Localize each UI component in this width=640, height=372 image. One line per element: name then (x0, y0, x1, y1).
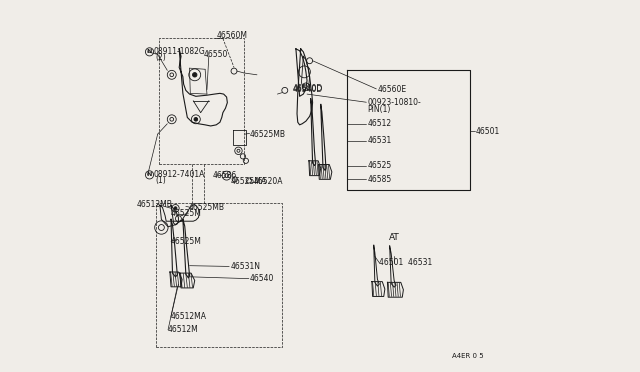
Text: 46525MA: 46525MA (230, 177, 266, 186)
Text: 46540: 46540 (250, 274, 274, 283)
Text: N: N (147, 172, 152, 177)
Text: 46520A: 46520A (254, 177, 284, 186)
Text: 46531N: 46531N (230, 262, 260, 271)
Text: 08912-7401A: 08912-7401A (153, 170, 205, 179)
Text: 46525M: 46525M (171, 209, 202, 218)
Text: 46585: 46585 (367, 175, 392, 184)
Text: 08911-1082G: 08911-1082G (153, 47, 205, 56)
Text: 00923-10810-: 00923-10810- (367, 98, 421, 107)
Text: A4ER 0 5: A4ER 0 5 (452, 353, 483, 359)
Text: 46525: 46525 (367, 161, 392, 170)
Text: (1): (1) (155, 176, 166, 185)
Text: AT: AT (388, 232, 399, 242)
Circle shape (193, 73, 197, 77)
Text: 46501: 46501 (476, 126, 500, 136)
Text: 46531: 46531 (367, 136, 392, 145)
Text: PIN(1): PIN(1) (367, 105, 391, 114)
Text: 46540D: 46540D (292, 85, 323, 94)
Text: 46560E: 46560E (378, 85, 406, 94)
Text: 46512M: 46512M (168, 325, 199, 334)
Circle shape (194, 118, 198, 121)
Text: N: N (147, 49, 152, 54)
Text: 46550: 46550 (204, 50, 228, 59)
Text: 46512MA: 46512MA (171, 312, 207, 321)
Text: (2): (2) (155, 52, 166, 61)
Text: 46512: 46512 (367, 119, 392, 128)
Text: 46501  46531: 46501 46531 (380, 258, 433, 267)
Text: 46586: 46586 (212, 171, 237, 180)
Text: 46525MB: 46525MB (250, 129, 285, 139)
Text: 46525MB: 46525MB (188, 203, 225, 212)
Text: 46560M: 46560M (216, 31, 247, 40)
Text: 46525M: 46525M (171, 237, 202, 246)
Text: 46540D: 46540D (292, 84, 323, 93)
Circle shape (174, 207, 177, 210)
Text: 46512MB: 46512MB (136, 200, 172, 209)
